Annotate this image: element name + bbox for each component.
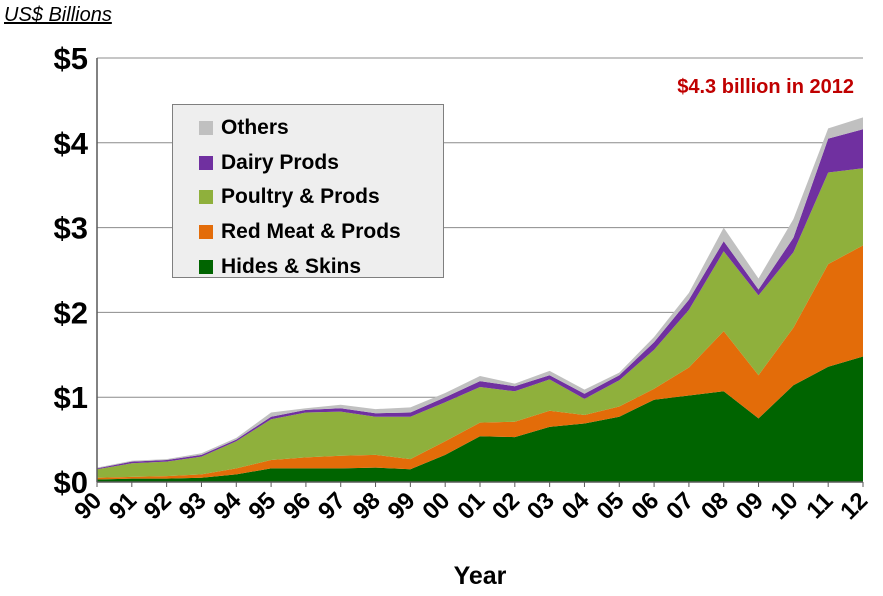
x-tick-label: 94 [209, 487, 247, 525]
y-tick-label: $2 [54, 295, 88, 330]
y-tick-label: $4 [54, 126, 89, 161]
legend-swatch [199, 155, 213, 170]
x-tick-label: 12 [835, 487, 873, 525]
series-areas [97, 117, 863, 482]
area-hides-skins [97, 356, 863, 482]
y-tick-label: $1 [54, 380, 88, 415]
x-tick-label: 11 [801, 487, 838, 524]
x-tick-label: 05 [592, 487, 630, 525]
x-tick-label: 07 [661, 487, 699, 525]
area-red-meat-prods [97, 245, 863, 480]
legend-label: Hides & Skins [221, 254, 362, 278]
x-tick-label: 04 [557, 487, 595, 525]
legend-label: Poultry & Prods [221, 185, 380, 209]
legend-label: Dairy Prods [221, 150, 339, 174]
legend-item-poultry: Poultry & Prods [199, 180, 443, 215]
legend-item-hides: Hides & Skins [199, 249, 443, 284]
legend-item-dairy: Dairy Prods [199, 146, 443, 181]
x-tick-label: 97 [313, 487, 351, 525]
legend-item-others: Others [199, 111, 443, 146]
x-tick-label: 98 [348, 487, 386, 525]
legend-swatch [199, 259, 213, 274]
y-tick-label: $0 [54, 465, 88, 500]
axes [96, 58, 864, 487]
x-tick-label: 01 [452, 487, 490, 525]
x-tick-label: 92 [139, 487, 177, 525]
x-axis-label: Year [454, 562, 507, 590]
x-tick-label: 02 [487, 487, 525, 525]
y-tick-label: $3 [54, 211, 88, 246]
x-tick-label: 08 [696, 487, 734, 525]
x-tick-labels: 9091929394959697989900010203040506070809… [69, 487, 873, 525]
x-tick-label: 10 [766, 487, 804, 525]
legend-label: Others [221, 116, 289, 140]
x-tick-label: 91 [104, 487, 142, 525]
x-tick-label: 93 [174, 487, 212, 525]
x-tick-label: 06 [626, 487, 664, 525]
total-annotation: $4.3 billion in 2012 [677, 76, 854, 98]
x-tick-label: 96 [278, 487, 316, 525]
legend-item-red-meat: Red Meat & Prods [199, 215, 443, 250]
legend-swatch [199, 121, 213, 136]
x-tick-label: 99 [383, 487, 421, 525]
legend-label: Red Meat & Prods [221, 220, 401, 244]
x-tick-label: 03 [522, 487, 560, 525]
legend-swatch [199, 225, 213, 240]
x-tick-label: 00 [417, 487, 455, 525]
area-poultry-prods [97, 168, 863, 478]
units-label: US$ Billions [4, 4, 112, 26]
y-tick-label: $5 [54, 41, 88, 76]
x-tick-label: 95 [243, 487, 281, 525]
legend: Others Dairy Prods Poultry & Prods Red M… [172, 104, 444, 278]
x-tick-label: 09 [731, 487, 769, 525]
legend-swatch [199, 190, 213, 205]
y-tick-labels: $0 $1 $2 $3 $4 $5 [54, 41, 89, 500]
